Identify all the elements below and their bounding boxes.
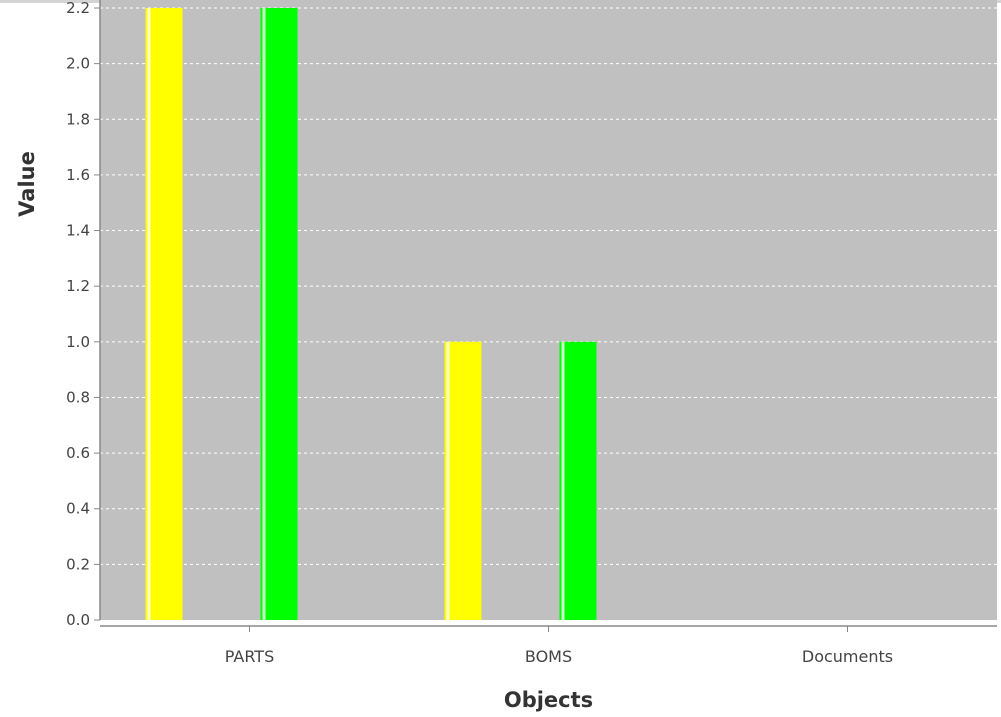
bars [145,8,597,620]
bar-highlight [446,341,450,620]
plot-area [100,0,997,620]
y-tick-label: 2.0 [66,55,90,73]
y-tick-label: 0.0 [66,611,90,629]
x-tick-label: Documents [802,647,893,666]
bar [444,341,482,620]
y-tick-label: 1.6 [66,166,90,184]
y-tick-label: 1.4 [66,222,90,240]
bar-highlight [262,8,266,620]
x-axis-title: Objects [504,688,593,712]
y-tick-label: 1.0 [66,333,90,351]
y-tick-label: 0.8 [66,388,90,406]
bar [145,8,183,620]
bar [559,341,597,620]
y-tick-label: 0.4 [66,500,90,518]
bar-highlight [147,8,151,620]
y-tick-label: 1.8 [66,110,90,128]
y-tick-label: 2.2 [66,0,90,17]
bar-fill [260,8,298,620]
x-tick-label: PARTS [225,647,274,666]
y-axis-ticks: 0.0 0.2 0.4 0.6 0.8 1.0 1.2 1.4 1.6 1.8 2.0 2.2 [66,0,100,629]
x-axis-ticks: PARTS BOMS Documents [225,626,893,666]
y-tick-label: 0.2 [66,555,90,573]
y-tick-label: 0.6 [66,444,90,462]
y-axis-title: Value [15,151,39,217]
bar [260,8,298,620]
bar-highlight [561,341,565,620]
x-tick-label: BOMS [525,647,572,666]
y-tick-label: 1.2 [66,277,90,295]
bar-fill [145,8,183,620]
bar-fill [444,341,482,620]
bar-fill [559,341,597,620]
